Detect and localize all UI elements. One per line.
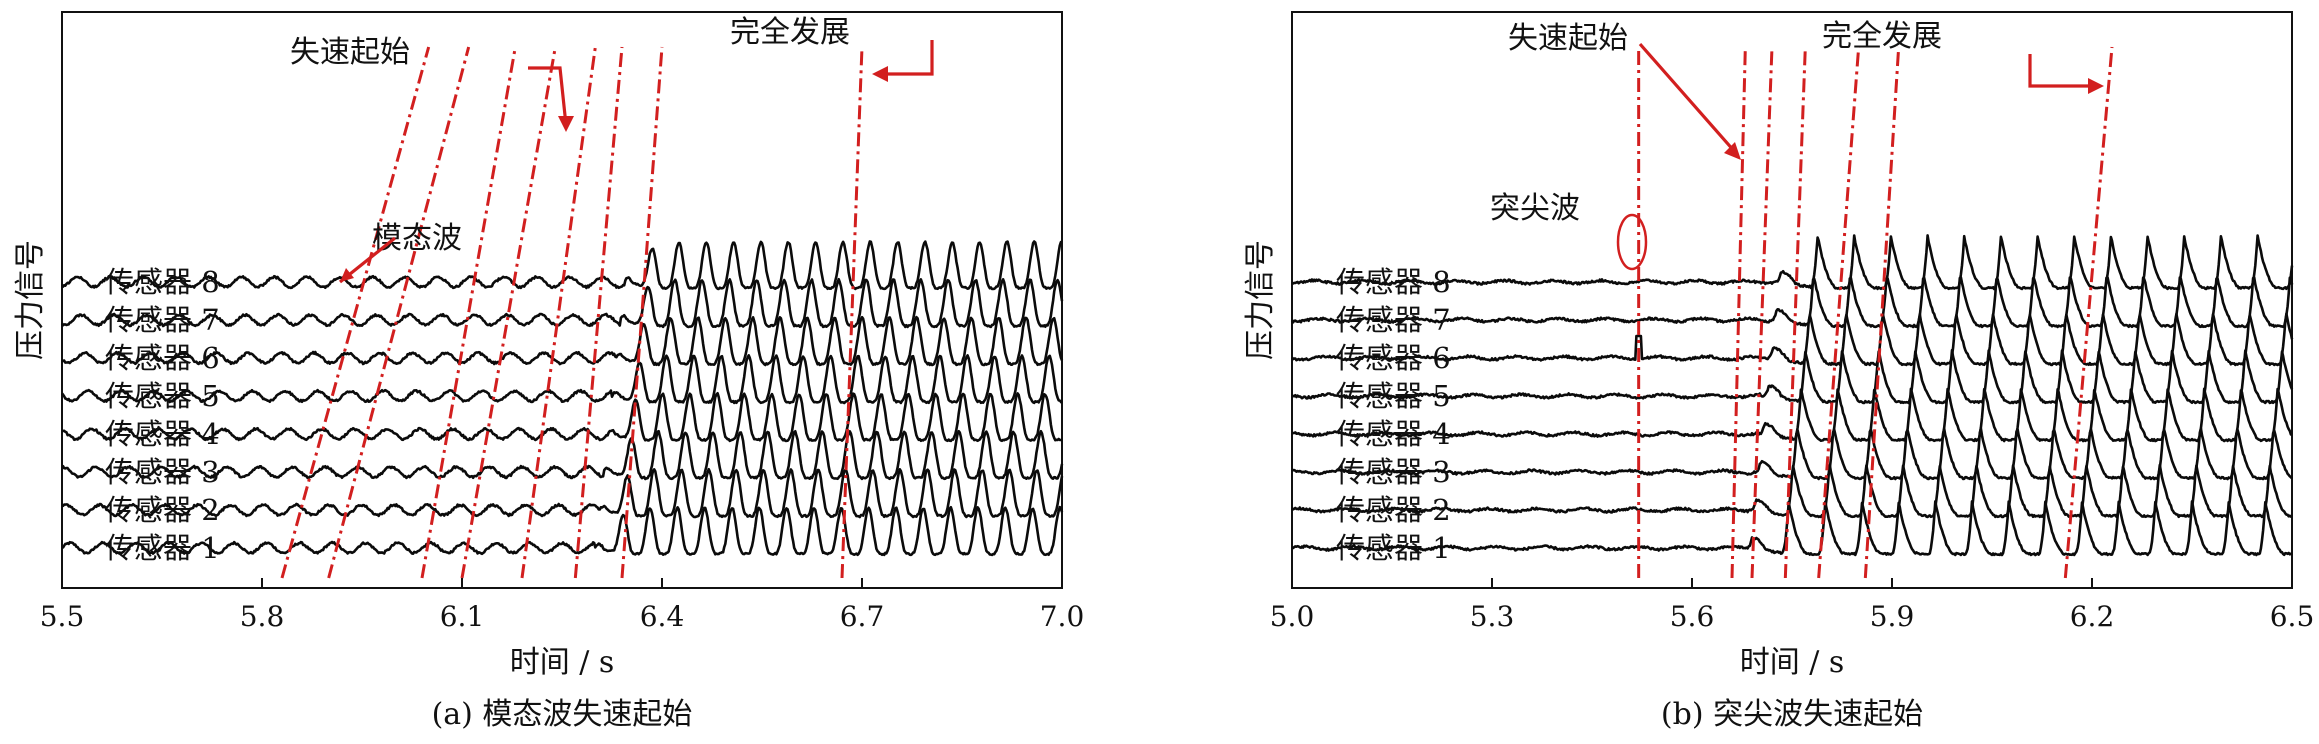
x-tick-label: 6.4	[640, 600, 685, 633]
red-dashed-line	[1817, 46, 1861, 579]
panel-a: 传感器 1 传感器 2 传感器 3 传感器 4 传感器 5 传感器 6 传感器 7 传感器 8…	[13, 11, 1085, 732]
sensor-label: 传感器 2	[1336, 493, 1451, 527]
panel-b-annotation-spike-wave: 突尖波	[1490, 191, 1580, 226]
red-dashed-line	[1783, 46, 1807, 579]
sensor-label: 传感器 1	[105, 531, 220, 565]
x-tick-label: 6.1	[440, 600, 485, 633]
x-tick-label: 6.5	[2270, 600, 2315, 633]
x-tick-label: 5.5	[40, 600, 85, 633]
x-tick-label: 5.0	[1270, 600, 1315, 633]
sensor-label: 传感器 3	[105, 455, 220, 489]
red-dashed-line	[460, 46, 557, 579]
red-dashed-line	[520, 46, 597, 579]
red-dashed-line	[573, 46, 624, 579]
panel-b-caption: (b) 突尖波失速起始	[1661, 697, 1923, 732]
panel-b-red-lines	[1637, 46, 2114, 579]
x-tick-label: 5.9	[1870, 600, 1915, 633]
sensor-label: 传感器 6	[1336, 341, 1451, 375]
x-tick-label: 5.3	[1470, 600, 1515, 633]
panel-b-x-axis-label: 时间 / s	[1740, 645, 1845, 680]
panel-b-onset-arrowhead	[1724, 142, 1741, 160]
sensor-trace	[1291, 500, 2293, 557]
panel-b-x-ticks: 5.0 5.3 5.6 5.9 6.2 6.5	[1270, 578, 2315, 633]
panel-b-onset-arrow	[1638, 42, 1737, 154]
sensor-trace	[1290, 276, 2294, 329]
sensor-trace	[60, 277, 1064, 329]
sensor-label: 传感器 1	[1336, 531, 1451, 565]
sensor-label: 传感器 8	[1336, 265, 1451, 299]
red-dashed-line	[327, 46, 471, 579]
panel-b-developed-bracket-arrow	[2028, 54, 2095, 88]
panel-a-onset-arrowhead	[558, 116, 574, 132]
sensor-trace	[61, 354, 1063, 405]
sensor-trace	[61, 429, 1064, 481]
x-tick-label: 5.6	[1670, 600, 1715, 633]
panel-a-x-axis-label: 时间 / s	[510, 645, 615, 680]
panel-b-y-axis-label: 压力信号	[1243, 240, 1278, 360]
sensor-trace	[1291, 427, 2293, 481]
panel-a-red-lines	[280, 46, 864, 579]
panel-a-annotation-stall-onset: 失速起始	[290, 35, 410, 70]
sensor-label: 传感器 4	[105, 417, 220, 451]
panel-a-onset-bracket-arrow	[528, 66, 568, 126]
x-tick-label: 6.2	[2070, 600, 2115, 633]
sensor-label: 传感器 4	[1336, 417, 1451, 451]
panel-a-annotation-modal-wave: 模态波	[372, 221, 462, 256]
panel-b-spike-marker	[1616, 213, 1648, 271]
sensor-trace	[1290, 312, 2294, 367]
panel-a-developed-arrowhead	[872, 66, 888, 82]
red-dashed-line	[620, 46, 664, 579]
red-dashed-line	[840, 46, 864, 579]
sensor-trace	[1291, 348, 2294, 405]
sensor-trace	[1291, 234, 2294, 291]
x-tick-label: 6.7	[840, 600, 885, 633]
panel-b: 传感器 1 传感器 2 传感器 3 传感器 4 传感器 5 传感器 6 传感器 7 传感器 8…	[1243, 11, 2315, 732]
red-dashed-line	[2063, 46, 2114, 579]
red-dashed-line	[1863, 46, 1901, 579]
panel-a-x-ticks: 5.5 5.8 6.1 6.4 6.7 7.0	[40, 578, 1085, 633]
panel-b-sensor-labels: 传感器 1 传感器 2 传感器 3 传感器 4 传感器 5 传感器 6 传感器 7 传感器 8	[1336, 265, 1451, 565]
sensor-trace	[61, 505, 1064, 557]
panel-b-developed-arrowhead	[2088, 78, 2104, 94]
panel-a-y-axis-label: 压力信号	[13, 240, 48, 360]
sensor-label: 传感器 8	[105, 265, 220, 299]
red-dashed-line	[420, 46, 517, 579]
panel-a-developed-bracket-arrow	[880, 40, 934, 76]
sensor-label: 传感器 7	[105, 303, 220, 337]
x-tick-label: 5.8	[240, 600, 285, 633]
sensor-trace	[61, 392, 1063, 443]
panel-a-sensor-labels: 传感器 1 传感器 2 传感器 3 传感器 4 传感器 5 传感器 6 传感器 7 传感器 8	[105, 265, 220, 565]
panel-b-frame	[1291, 11, 2293, 589]
panel-a-caption: (a) 模态波失速起始	[432, 697, 693, 732]
x-tick-label: 7.0	[1040, 600, 1085, 633]
red-dashed-line	[1750, 46, 1774, 579]
sensor-label: 传感器 5	[105, 379, 220, 413]
sensor-label: 传感器 2	[105, 493, 220, 527]
sensor-label: 传感器 3	[1336, 455, 1451, 489]
red-dashed-line	[280, 46, 431, 579]
sensor-label: 传感器 7	[1336, 303, 1451, 337]
panel-b-annotation-fully-developed: 完全发展	[1822, 19, 1942, 54]
panel-a-modal-wave-arrowhead	[340, 268, 354, 282]
sensor-trace	[61, 315, 1064, 367]
red-dashed-line	[1730, 46, 1747, 579]
sensor-label: 传感器 5	[1336, 379, 1451, 413]
sensor-label: 传感器 6	[105, 341, 220, 375]
sensor-trace	[61, 467, 1064, 519]
panel-a-annotation-fully-developed: 完全发展	[730, 15, 850, 50]
panel-b-annotation-stall-onset: 失速起始	[1508, 21, 1628, 56]
